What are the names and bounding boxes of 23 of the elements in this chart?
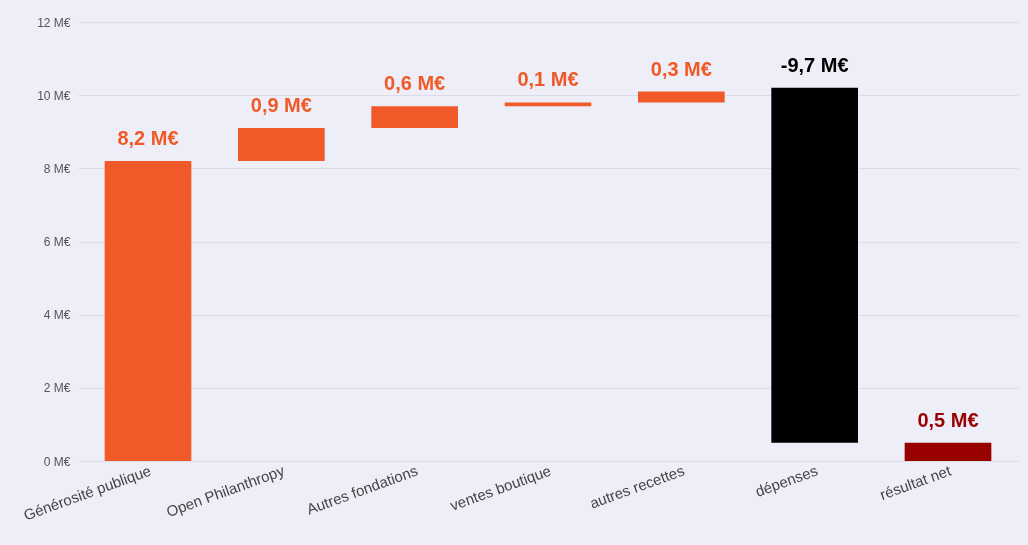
- y-tick-label: 4 M€: [43, 308, 71, 323]
- data-label: 0,6 M€: [384, 72, 446, 95]
- y-tick-label: 12 M€: [37, 15, 71, 30]
- data-label: 8,2 M€: [117, 127, 179, 150]
- x-tick-label: résultat net: [877, 461, 954, 503]
- y-tick-label: 0 M€: [43, 454, 71, 469]
- bar: [104, 161, 192, 461]
- y-tick-label: 8 M€: [43, 161, 71, 176]
- y-tick-label: 6 M€: [43, 235, 71, 249]
- bar: [504, 102, 592, 107]
- y-tick-label: 2 M€: [43, 381, 71, 396]
- bar: [771, 87, 858, 443]
- bar: [638, 91, 725, 103]
- bar: [904, 442, 992, 461]
- data-label: -9,7 M€: [780, 53, 849, 76]
- bar: [371, 106, 458, 129]
- data-label: 0,1 M€: [517, 68, 579, 91]
- data-label: 0,9 M€: [250, 94, 312, 117]
- bar: [238, 128, 325, 162]
- x-tick-label: autres recettes: [587, 461, 687, 512]
- y-tick-label: 10 M€: [37, 88, 71, 103]
- data-label: 0,3 M€: [650, 57, 712, 80]
- data-label: 0,5 M€: [917, 408, 979, 431]
